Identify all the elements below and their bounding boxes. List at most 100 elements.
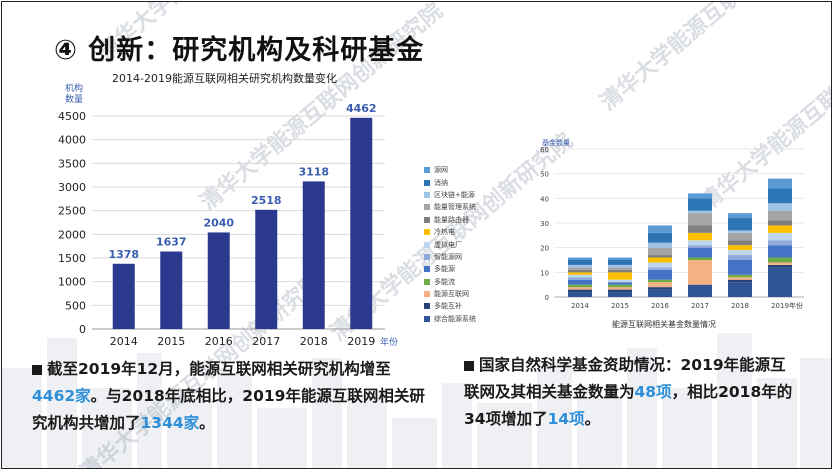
legend-swatch [424,229,430,236]
x-tick-label: 2016 [651,302,669,310]
legend-label: 多能流 [434,277,455,286]
legend-swatch [424,315,430,322]
bar-segment [688,210,712,214]
x-axis-label: 年份 [380,336,398,348]
legend-swatch [424,303,430,310]
legend-entry: 区块链+能源 [424,189,476,201]
bar-segment [648,287,672,290]
bar-segment [768,232,792,241]
x-tick-label: 2014 [571,302,589,310]
legend-entry: 能量路由器 [424,214,476,226]
left-note: 截至2019年12月，能源互联网相关研究机构增至 4462家。与2018年底相比，… [32,356,432,437]
bar-segment [568,272,592,275]
left-chart-title: 2014-2019能源互联网相关研究机构数量变化 [112,72,337,85]
legend-swatch [424,204,430,211]
bar-segment [688,213,712,226]
y-tick-label: 50 [540,171,549,179]
bar-segment [568,279,592,285]
data-label: 2040 [203,216,234,229]
x-tick-label: 2019 [771,302,789,310]
x-tick-label: 2015 [157,335,185,348]
bar-segment [768,262,792,265]
bar-segment [608,267,632,270]
bar-segment [728,274,752,278]
bar-segment [648,267,672,270]
legend-entry: 冷热电 [424,226,476,238]
city-skyline-background [2,333,831,468]
legend-label: 源网 [434,166,448,175]
y-tick-label: 3500 [58,157,86,170]
legend-swatch [424,191,430,198]
bar-segment [608,272,632,280]
y-tick-label: 20 [540,245,549,253]
legend-label: 消纳 [434,178,448,187]
bar-segment [648,257,672,263]
bar-segment [688,260,712,285]
bar-segment [768,245,792,258]
bar-segment [768,210,792,221]
bar-segment [728,213,752,219]
bar-segment [688,232,712,241]
bar [112,263,135,329]
bar-segment [608,284,632,288]
bar-segment [568,260,592,265]
bar-segment [688,257,712,260]
bar-segment [768,178,792,189]
bar [160,251,183,329]
bar-segment [768,240,792,246]
bar-segment [648,269,672,280]
right-note-text-3: 。 [584,410,601,428]
legend-entry: 消纳 [424,176,476,188]
bar-segment [688,247,712,258]
bar-segment [568,289,592,293]
bar-segment [688,245,712,248]
bar-segment [568,257,592,260]
data-label: 1637 [156,236,187,249]
legend-entry: 能量管理系统 [424,201,476,213]
y-tick-label: 4000 [58,134,86,147]
legend-swatch [424,253,430,260]
bar-segment [648,289,672,297]
y-tick-label: 60 [540,146,549,154]
legend-label: 多能源 [434,265,455,274]
legend-entry: 虚拟电厂 [424,238,476,250]
x-tick-label: 2019 [347,335,375,348]
bar-segment [768,203,792,211]
right-note: 国家自然科学基金资助情况：2019年能源互联网及其相关基金数量为48项，相比20… [464,352,794,433]
legend-label: 智能源网 [434,252,462,261]
x-tick-label: 2018 [300,335,328,348]
left-bar-chart: 0 500 1000 1500 2000 2500 3000 3500 4000 4500 机构数量… [58,82,398,348]
right-note-highlight-1: 48项 [634,383,672,401]
legend-entry: 多能互补 [424,300,476,312]
legend-label: 能量路由器 [434,215,469,224]
left-note-highlight-2: 1344家 [140,414,200,432]
left-note-text-3: 。 [199,414,215,432]
bar [350,117,373,329]
bar-segment [568,292,592,297]
bar-segment [728,255,752,260]
y-tick-label: 3000 [58,181,86,194]
bar-segment [728,260,752,275]
bar [207,232,230,329]
legend-swatch [424,241,430,248]
bar-segment [608,289,632,293]
bar-segment [768,225,792,233]
y-tick-label: 10 [540,269,549,277]
page-title: ④ 创新：研究机构及科研基金 [54,35,425,66]
x-tick-label: 2017 [252,335,280,348]
y-axis-label: 机构 [65,82,83,94]
bar-segment [608,260,632,265]
right-chart-legend: 源网 消纳 区块链+能源 能量管理系统 能量路由器 冷热电 虚拟电厂 智能源网 多能源 多能流 能源… [424,164,476,325]
bar-segment [728,250,752,256]
legend-swatch [424,179,430,186]
bar-segment [648,282,672,288]
bar-segment [688,198,712,211]
data-label: 2518 [251,194,282,207]
x-tick-label: 2015 [611,302,629,310]
bar-segment [768,188,792,204]
right-note-text-1: 国家自然科学基金资助情况：2019年能源互联网及其相关基金数量为 [464,356,786,401]
bar-segment [688,225,712,233]
bar-segment [728,279,752,283]
